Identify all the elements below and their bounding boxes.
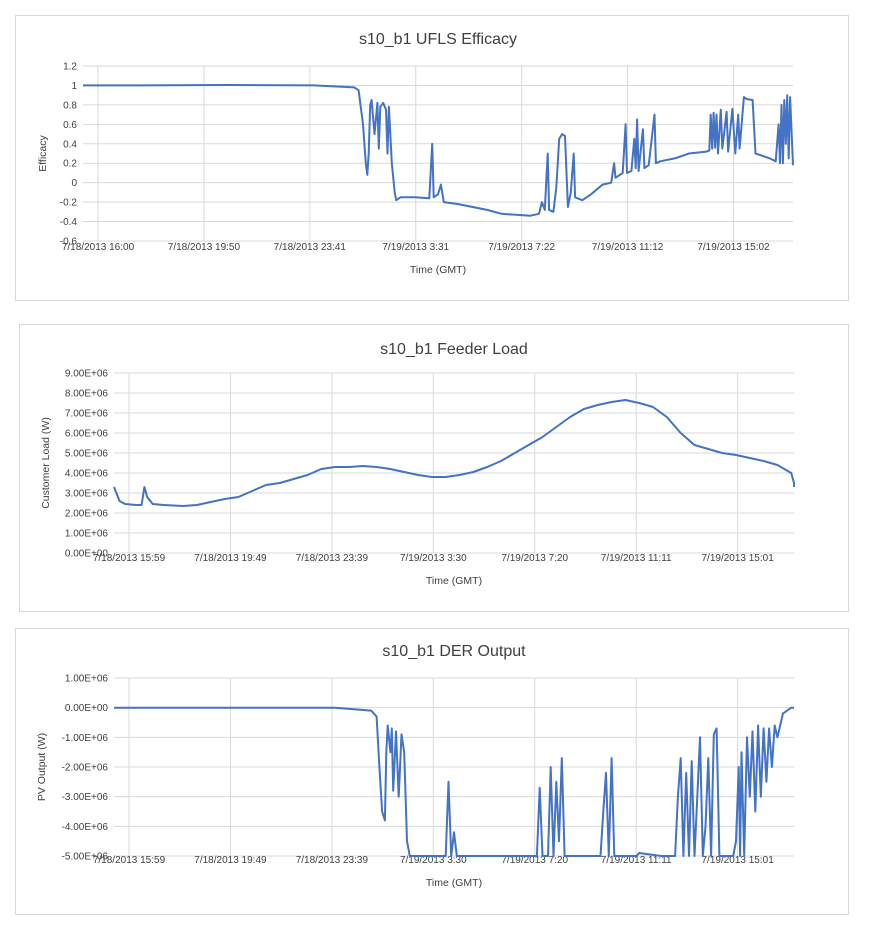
chart-1-x-tick-label: 7/19/2013 11:12: [592, 242, 664, 253]
chart-2-title: s10_b1 Feeder Load: [380, 341, 528, 358]
chart-1-x-tick-label: 7/19/2013 15:02: [697, 242, 770, 253]
chart-3-y-axis-label: PV Output (W): [36, 733, 48, 801]
chart-1-y-tick-label: 0.6: [63, 120, 77, 131]
chart-2-x-tick-label: 7/19/2013 3:30: [400, 553, 467, 564]
chart-1-y-axis-label: Efficacy: [37, 134, 49, 171]
chart-3-x-tick-label: 7/19/2013 11:11: [601, 855, 672, 866]
chart-der-output: s10_b1 DER Output -5.00E+06 -4.00E+06 -3.00…: [36, 643, 794, 889]
chart-2-x-axis-label: Time (GMT): [426, 575, 482, 587]
chart-3-x-tick-label: 7/19/2013 7:20: [501, 855, 568, 866]
chart-1-x-tick-label: 7/19/2013 7:22: [488, 242, 555, 253]
chart-3-y-tick-label: -2.00E+06: [62, 763, 109, 774]
chart-2-x-tick-label: 7/18/2013 15:59: [93, 553, 166, 564]
chart-1-y-tick-label: -0.2: [60, 198, 78, 209]
chart-2-y-tick-label: 3.00E+06: [65, 489, 109, 500]
chart-1-x-axis-label: Time (GMT): [410, 264, 466, 276]
chart-3-y-tick-label: -1.00E+06: [62, 733, 109, 744]
chart-2-x-tick-label: 7/19/2013 11:11: [601, 553, 672, 564]
chart-3-x-axis-label: Time (GMT): [426, 877, 482, 889]
chart-3-x-tick-label: 7/18/2013 19:49: [194, 855, 267, 866]
chart-1-y-tick-label: -0.6: [60, 237, 78, 248]
chart-3-y-tick-label: 0.00E+00: [65, 703, 109, 714]
chart-2-y-tick-label: 4.00E+06: [65, 469, 109, 480]
chart-3-title: s10_b1 DER Output: [382, 643, 526, 660]
chart-2-y-tick-label: 6.00E+06: [65, 429, 109, 440]
chart-efficacy: s10_b1 UFLS Efficacy -0.6 -0.4 -0.2 0 0.2 0.4 0…: [37, 31, 794, 276]
chart-3-x-tick-label: 7/18/2013 23:39: [296, 855, 369, 866]
chart-1-y-tick-label: 0.2: [63, 159, 77, 170]
chart-3-x-tick-label: 7/19/2013 15:01: [701, 855, 774, 866]
chart-panel-feeder-load: s10_b1 Feeder Load 0.00E+00 1.00E+06 2.00E+…: [19, 324, 849, 612]
chart-1-x-tick-label: 7/18/2013 23:41: [274, 242, 347, 253]
chart-3-series-line: [114, 706, 794, 857]
chart-2-y-tick-label: 2.00E+06: [65, 509, 109, 520]
chart-3-x-tick-label: 7/19/2013 3:30: [400, 855, 467, 866]
chart-2-x-tick-label: 7/19/2013 15:01: [701, 553, 774, 564]
chart-3-y-tick-label: -3.00E+06: [62, 792, 109, 803]
chart-panel-efficacy: s10_b1 UFLS Efficacy -0.6 -0.4 -0.2 0 0.2 0.4 0…: [15, 15, 849, 301]
chart-3-y-tick-label: 1.00E+06: [65, 674, 109, 685]
chart-1-x-tick-label: 7/19/2013 3:31: [382, 242, 449, 253]
chart-1-y-tick-label: 0.8: [63, 100, 77, 111]
chart-2-y-tick-label: 8.00E+06: [65, 389, 109, 400]
chart-feeder-load: s10_b1 Feeder Load 0.00E+00 1.00E+06 2.00E+…: [40, 341, 795, 587]
chart-1-series-line: [83, 84, 794, 217]
chart-panel-der-output: s10_b1 DER Output -5.00E+06 -4.00E+06 -3.00…: [15, 628, 849, 915]
chart-3-x-tick-label: 7/18/2013 15:59: [93, 855, 166, 866]
chart-2-x-tick-label: 7/19/2013 7:20: [501, 553, 568, 564]
chart-1-x-tick-label: 7/18/2013 19:50: [168, 242, 241, 253]
chart-3-y-tick-label: -5.00E+06: [62, 852, 109, 863]
chart-3-y-tick-label: -4.00E+06: [62, 822, 109, 833]
chart-2-y-tick-label: 0.00E+00: [65, 549, 109, 560]
chart-1-y-tick-label: 0.4: [63, 139, 77, 150]
chart-1-x-tick-label: 7/18/2013 16:00: [62, 242, 135, 253]
chart-2-y-tick-label: 1.00E+06: [65, 529, 109, 540]
chart-2-y-tick-label: 7.00E+06: [65, 409, 109, 420]
chart-2-series-line: [113, 399, 795, 507]
chart-2-x-tick-label: 7/18/2013 19:49: [194, 553, 267, 564]
chart-2-x-tick-label: 7/18/2013 23:39: [296, 553, 369, 564]
chart-1-y-tick-label: 1: [71, 81, 77, 92]
chart-2-y-axis-label: Customer Load (W): [40, 417, 52, 509]
chart-1-title: s10_b1 UFLS Efficacy: [359, 31, 517, 48]
chart-1-y-tick-label: 1.2: [63, 62, 77, 73]
chart-2-y-tick-label: 5.00E+06: [65, 449, 109, 460]
chart-2-y-tick-label: 9.00E+06: [65, 369, 109, 380]
chart-1-y-tick-label: 0: [71, 178, 77, 189]
chart-1-y-tick-label: -0.4: [60, 217, 78, 228]
